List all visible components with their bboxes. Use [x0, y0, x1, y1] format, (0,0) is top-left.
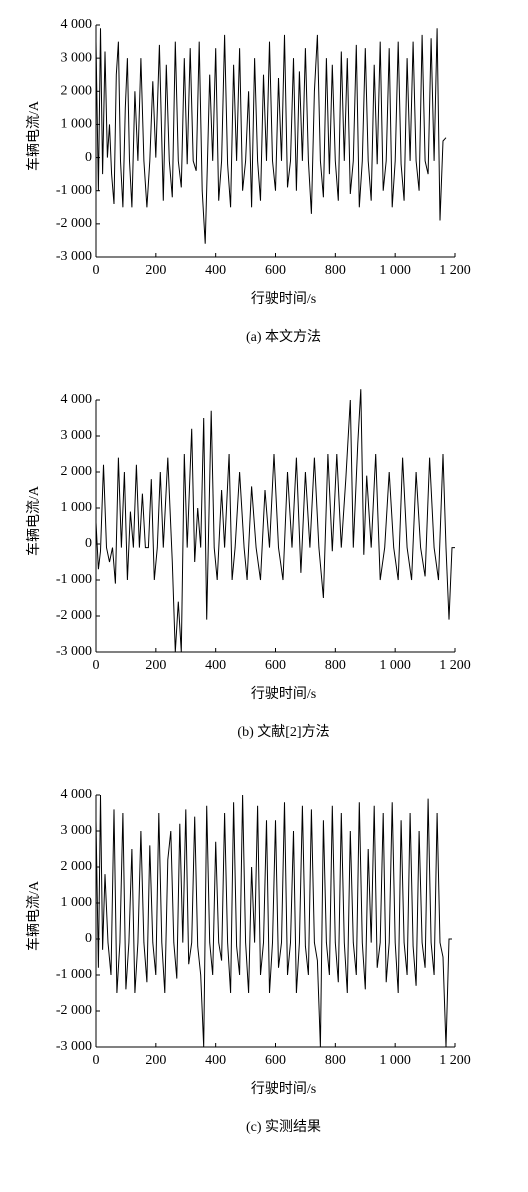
y-axis-label: 车辆电流/A	[25, 100, 42, 171]
x-tick-label: 600	[265, 263, 286, 278]
data-line	[95, 28, 447, 244]
y-tick-label: 1 000	[61, 500, 93, 515]
y-tick-label: 4 000	[61, 787, 93, 802]
y-tick-label: 0	[85, 150, 92, 165]
x-tick-label: 600	[265, 1053, 286, 1068]
x-tick-label: 1 200	[439, 658, 471, 673]
x-tick-label: 200	[145, 1053, 166, 1068]
y-tick-label: 3 000	[61, 428, 93, 443]
x-tick-label: 0	[93, 263, 100, 278]
y-tick-label: 1 000	[61, 117, 93, 132]
y-tick-label: -1 000	[56, 572, 92, 587]
x-tick-label: 800	[325, 263, 346, 278]
x-tick-label: 400	[205, 658, 226, 673]
y-tick-label: 2 000	[61, 84, 93, 99]
y-tick-label: -2 000	[56, 216, 92, 231]
y-tick-label: 3 000	[61, 50, 93, 65]
y-tick-label: -3 000	[56, 644, 92, 659]
x-tick-label: 1 000	[379, 263, 411, 278]
caption: (c) 实测结果	[246, 1119, 321, 1135]
y-tick-label: -3 000	[56, 1039, 92, 1054]
caption: (b) 文献[2]方法	[237, 724, 329, 740]
x-tick-label: 400	[205, 263, 226, 278]
y-tick-label: 2 000	[61, 464, 93, 479]
x-tick-label: 1 200	[439, 1053, 471, 1068]
x-tick-label: 200	[145, 658, 166, 673]
x-tick-label: 400	[205, 1053, 226, 1068]
y-tick-label: 0	[85, 536, 92, 551]
y-axis-label: 车辆电流/A	[25, 880, 42, 951]
x-axis-label: 行驶时间/s	[251, 291, 316, 307]
y-tick-label: 2 000	[61, 859, 93, 874]
x-axis-label: 行驶时间/s	[251, 686, 316, 702]
x-tick-label: 200	[145, 263, 166, 278]
y-tick-label: -1 000	[56, 183, 92, 198]
y-tick-label: 4 000	[61, 17, 93, 32]
y-axis-label: 车辆电流/A	[25, 485, 42, 556]
y-tick-label: -3 000	[56, 249, 92, 264]
x-axis-label: 行驶时间/s	[251, 1081, 316, 1097]
y-tick-label: -2 000	[56, 1003, 92, 1018]
data-line	[95, 389, 455, 653]
y-tick-label: -2 000	[56, 608, 92, 623]
x-tick-label: 0	[93, 658, 100, 673]
y-tick-label: -1 000	[56, 967, 92, 982]
x-tick-label: 0	[93, 1053, 100, 1068]
x-tick-label: 800	[325, 658, 346, 673]
y-tick-label: 3 000	[61, 823, 93, 838]
x-tick-label: 800	[325, 1053, 346, 1068]
x-tick-label: 600	[265, 658, 286, 673]
data-line	[95, 794, 452, 1048]
y-tick-label: 4 000	[61, 392, 93, 407]
x-tick-label: 1 200	[439, 263, 471, 278]
x-tick-label: 1 000	[379, 1053, 411, 1068]
y-tick-label: 1 000	[61, 895, 93, 910]
x-tick-label: 1 000	[379, 658, 411, 673]
caption: (a) 本文方法	[246, 329, 321, 345]
y-tick-label: 0	[85, 931, 92, 946]
